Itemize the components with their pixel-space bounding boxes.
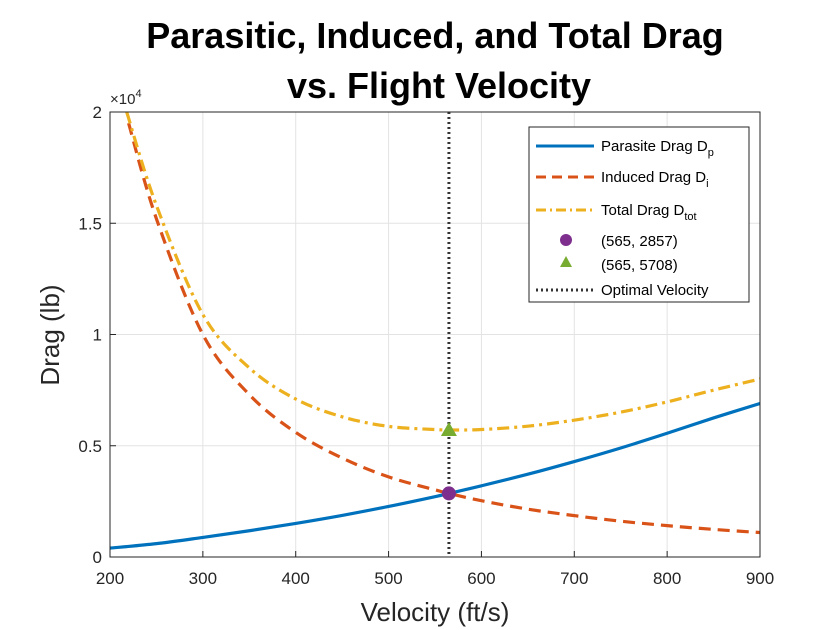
y-multiplier-base: ×10 [110, 91, 135, 108]
y-tick-label: 1.5 [78, 214, 102, 233]
y-tick-label: 0 [93, 548, 102, 567]
y-axis-label: Drag (lb) [35, 284, 65, 385]
y-multiplier-exp: 4 [135, 88, 141, 100]
x-tick-label: 300 [189, 569, 217, 588]
points-layer [440, 421, 457, 501]
point-circle-marker [441, 486, 456, 501]
point-triangle-marker [440, 421, 457, 436]
total-drag-line [125, 112, 760, 432]
x-tick-label: 400 [282, 569, 310, 588]
legend: Parasite Drag Dp Induced Drag Di Total D… [528, 126, 750, 303]
x-tick-label: 200 [96, 569, 124, 588]
y-tick-label: 1 [93, 326, 102, 345]
legend-marker-circle [560, 234, 572, 246]
x-tick-label: 700 [560, 569, 588, 588]
x-tick-label: 800 [653, 569, 681, 588]
legend-label-point2: (565, 5708) [601, 257, 678, 274]
x-tick-label: 500 [374, 569, 402, 588]
y-multiplier: ×104 [110, 88, 142, 108]
legend-label-optimal: Optimal Velocity [601, 282, 709, 299]
x-tick-label: 600 [467, 569, 495, 588]
induced-drag-line [127, 122, 760, 535]
legend-marker-triangle [560, 256, 572, 267]
y-tick-label: 2 [93, 103, 102, 122]
ticks: 200 300 400 500 600 700 800 900 0 0.5 1 1.5 2 [78, 103, 774, 588]
chart-title-line2: vs. Flight Velocity [287, 65, 591, 106]
chart-title-line1: Parasitic, Induced, and Total Drag [146, 15, 723, 56]
legend-label-parasite: Parasite Drag Dp [601, 138, 714, 159]
legend-label-induced: Induced Drag Di [601, 169, 709, 190]
legend-label-point1: (565, 2857) [601, 233, 678, 250]
legend-label-total: Total Drag Dtot [601, 202, 697, 223]
x-axis-label: Velocity (ft/s) [361, 597, 510, 627]
legend-box [528, 126, 750, 303]
y-tick-label: 0.5 [78, 437, 102, 456]
x-tick-label: 900 [746, 569, 774, 588]
